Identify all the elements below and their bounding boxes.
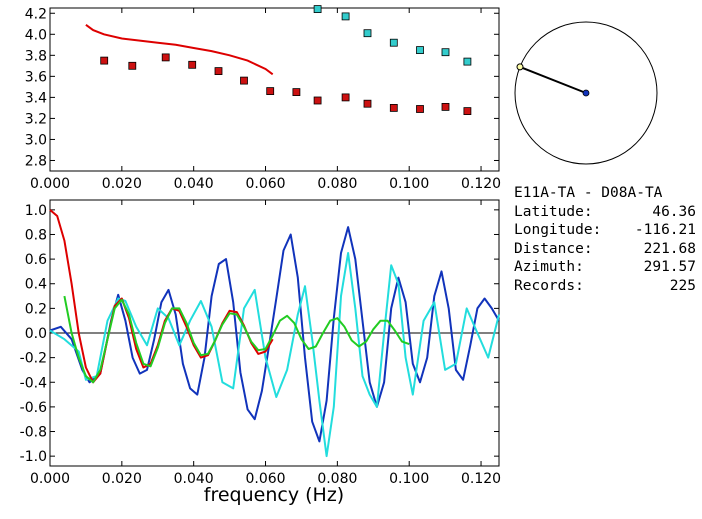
info-row-azimuth: Azimuth: 291.57 [514,258,696,277]
y-tick-label: 3.4 [25,90,47,106]
red-square-point [128,61,137,70]
blue-series-line [49,226,500,443]
info-row-records: Records: 225 [514,277,696,296]
red-square-point [389,104,398,112]
green-series-line [63,295,410,384]
x-tick-label: 0.020 [102,471,142,487]
red-square-point [188,60,197,69]
correlation-axes: 0.000 0.020 0.040 0.060 0.080 0.100 0.120 1.0 0.… [20,200,501,487]
y-tick-label: 4.0 [25,27,47,43]
x-tick-label: 0.120 [461,176,501,192]
y-tick-label: 1.0 [25,203,47,219]
x-tick-label: 0.060 [245,176,285,192]
cyan-square-point [313,5,322,13]
dispersion-axes: 0.000 0.020 0.040 0.060 0.080 0.100 0.120 2.8 3.… [25,6,501,192]
y-tick-label: 0.8 [25,227,47,243]
red-square-point [100,56,109,65]
y-tick-label: 4.2 [25,6,47,22]
azimuth-line [519,65,587,94]
y-tick-label: 2.8 [25,153,47,169]
x-axis-label: frequency (Hz) [204,484,344,506]
info-label: Longitude: [514,222,602,238]
correlation-marks [49,209,500,458]
x-tick-label: 0.040 [174,176,214,192]
x-tick-label: 0.100 [389,471,429,487]
red-square-point [341,93,350,102]
info-label: Azimuth: [514,259,584,275]
cyan-square-point [441,48,450,57]
info-row-latitude: Latitude: 46.36 [514,203,696,222]
dispersion-marks [85,5,472,115]
y-tick-label: -1.0 [20,449,47,465]
y-tick-label: 3.0 [25,132,47,148]
x-tick-label: 0.000 [30,471,70,487]
info-row-distance: Distance: 221.68 [514,240,696,259]
dispersion-plot-frame [49,7,500,172]
y-tick-label: 3.8 [25,48,47,64]
cyan-square-point [463,57,472,66]
cyan-square-point [416,46,424,54]
y-tick-label: 0.2 [25,301,47,317]
y-tick-label: -0.2 [20,351,47,367]
azimuth-endpoint-marker [516,63,524,71]
info-label: Latitude: [514,203,593,220]
x-tick-label: 0.080 [317,176,357,192]
y-tick-label: -0.8 [20,425,47,441]
x-tick-label: 0.060 [245,471,285,487]
y-tick-label: 0.6 [25,252,47,268]
azimuth-dial [514,21,658,165]
x-tick-label: 0.080 [317,471,357,487]
y-tick-label: 0.0 [25,326,47,342]
red-square-point [441,103,450,111]
red-square-point [266,87,275,95]
x-tick-label: 0.000 [30,176,70,192]
info-value: 291.57 [643,259,696,275]
y-tick-label: -0.6 [20,400,47,416]
info-value: 46.36 [652,203,696,220]
y-tick-label: 3.2 [25,111,47,127]
info-row-longitude: Longitude: -116.21 [514,221,696,240]
red-square-point [161,53,170,62]
cyan-series-line [49,252,500,458]
red-square-point [240,76,248,85]
x-tick-label: 0.120 [461,471,501,487]
red-square-point [292,88,301,96]
cyan-square-point [341,12,350,21]
azimuth-circle [514,21,658,165]
x-tick-label: 0.020 [102,176,142,192]
x-tick-label: 0.040 [174,471,214,487]
info-value: -116.21 [634,222,696,238]
red-square-point [214,67,223,75]
station-pair-title: E11A-TA - D08A-TA [514,185,663,201]
info-label: Distance: [514,240,593,257]
info-value: 225 [669,277,696,294]
station-info-panel: E11A-TA - D08A-TA Latitude: 46.36 Longit… [514,184,696,295]
red-square-point [363,99,372,108]
red-square-point [463,107,472,115]
y-tick-label: 3.6 [25,69,47,85]
info-value: 221.68 [643,240,696,257]
red-square-point [313,96,322,105]
cyan-square-point [389,38,398,47]
cyan-square-point [363,29,372,38]
azimuth-center-marker [582,89,590,97]
y-tick-label: -0.4 [20,375,47,391]
red-square-point [416,105,424,113]
dispersion-curve [85,23,274,76]
x-tick-label: 0.100 [389,176,429,192]
info-label: Records: [514,277,584,294]
y-tick-label: 0.4 [25,277,47,293]
